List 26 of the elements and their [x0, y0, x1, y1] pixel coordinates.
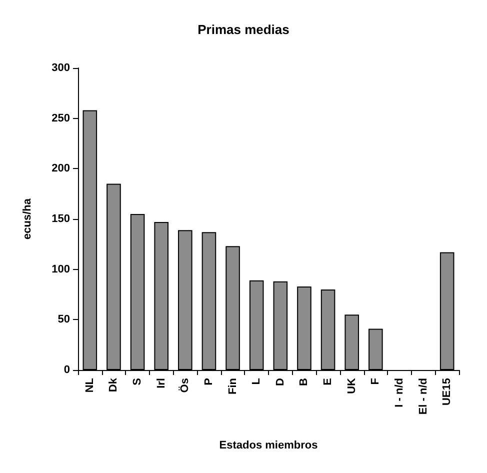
chart-title: Primas medias [198, 22, 290, 37]
x-axis-title: Estados miembros [219, 440, 318, 452]
x-tick-label: Fin [226, 378, 239, 394]
y-tick-label: 150 [52, 213, 70, 225]
y-tick-label: 200 [52, 162, 70, 175]
x-tick-label: P [202, 378, 215, 386]
x-tick-label: UE15 [441, 378, 454, 406]
x-tick-label: I - n/d [393, 378, 406, 408]
x-tick-label: E [322, 378, 334, 386]
y-tick-label: 0 [64, 364, 70, 376]
y-tick-label: 100 [52, 263, 70, 276]
x-tick-label: B [298, 378, 310, 386]
y-tick-label: 300 [52, 62, 70, 74]
x-tick-label: UK [346, 378, 358, 394]
x-tick-label: Irl [155, 378, 168, 388]
x-tick-label: S [132, 378, 144, 386]
y-tick-label: 50 [58, 314, 70, 326]
x-tick-label: L [250, 378, 263, 385]
x-tick-label: Dk [108, 377, 120, 392]
y-tick-label: 250 [52, 112, 70, 124]
x-tick-label: D [274, 378, 286, 386]
x-tick-label: NL [84, 378, 96, 393]
y-axis-title: ecus/ha [22, 198, 34, 240]
x-tick-label: El - n/d [417, 378, 430, 415]
x-tick-label: Ös [178, 378, 192, 393]
x-tick-label: F [370, 378, 382, 385]
